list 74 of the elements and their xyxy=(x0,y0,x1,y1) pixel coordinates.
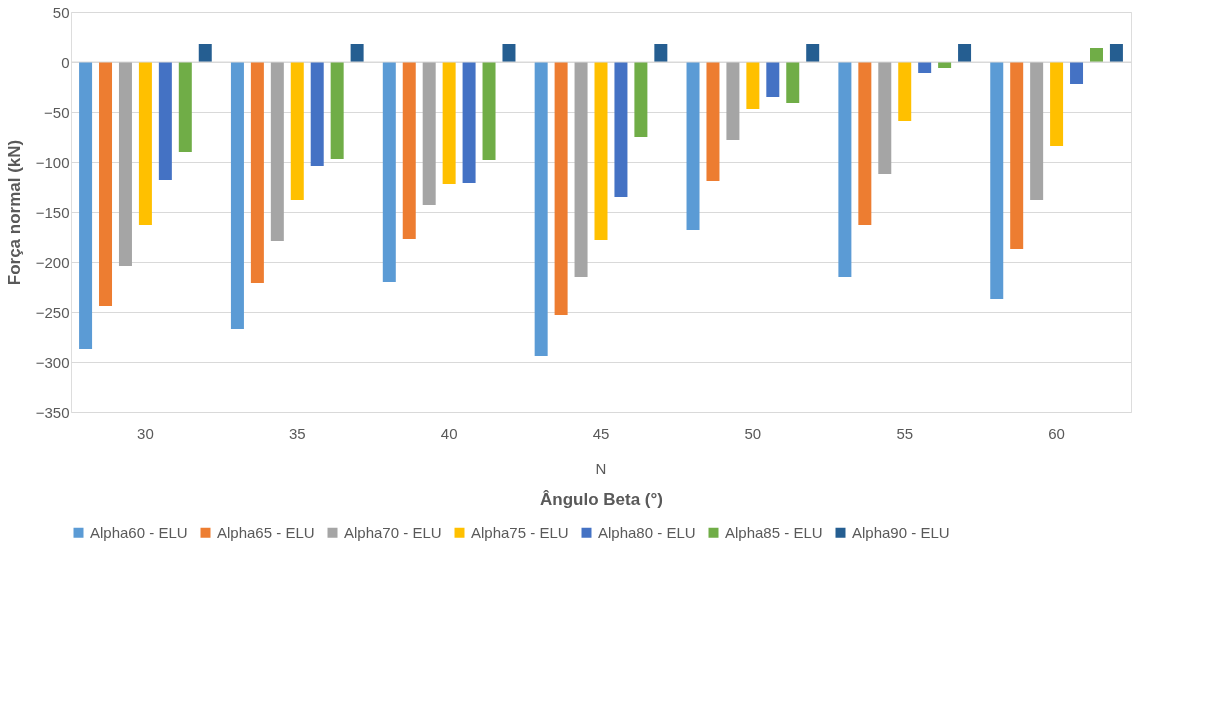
y-tick-label: −350 xyxy=(35,403,70,421)
bar xyxy=(158,62,172,180)
bar xyxy=(594,62,608,240)
x-tick-label: 60 xyxy=(1048,424,1065,442)
y-tick-label: −250 xyxy=(35,303,70,321)
x-tick-label: 50 xyxy=(744,424,762,442)
x-tick-label: 30 xyxy=(137,424,154,442)
bar xyxy=(230,62,244,329)
bar xyxy=(462,62,476,183)
bar xyxy=(422,62,436,205)
bar xyxy=(990,62,1004,299)
bar xyxy=(554,62,568,315)
bar xyxy=(382,62,396,282)
y-tick-label: −150 xyxy=(35,203,70,221)
bar xyxy=(806,44,820,62)
bar xyxy=(614,62,628,197)
x-axis-title: Ângulo Beta (°) xyxy=(540,489,663,509)
bar xyxy=(482,62,496,160)
x-tick-label: 45 xyxy=(592,424,610,442)
bar xyxy=(634,62,648,137)
bar xyxy=(99,62,113,306)
legend-label: Alpha80 - ELU xyxy=(598,523,696,541)
bar xyxy=(574,62,588,277)
bar xyxy=(330,62,344,159)
y-tick-label: −100 xyxy=(35,153,70,171)
bar xyxy=(118,62,132,266)
y-axis-title: Força normal (kN) xyxy=(4,139,24,286)
bar xyxy=(502,44,516,62)
y-tick-label: −200 xyxy=(35,253,70,271)
bar xyxy=(270,62,284,241)
bar xyxy=(858,62,872,225)
bar xyxy=(654,44,668,62)
x-tick-label: 40 xyxy=(440,424,458,442)
bar xyxy=(250,62,264,283)
bar xyxy=(726,62,740,140)
y-tick-label: −300 xyxy=(35,353,70,371)
legend-label: Alpha60 - ELU xyxy=(90,523,188,541)
bar xyxy=(402,62,416,239)
bar xyxy=(958,44,972,62)
text: N xyxy=(595,460,607,477)
bar xyxy=(686,62,700,230)
bar xyxy=(1050,62,1064,146)
bar xyxy=(1089,48,1103,62)
bar xyxy=(706,62,720,181)
x-tick-label: 55 xyxy=(896,424,914,442)
bar xyxy=(290,62,304,200)
bar xyxy=(178,62,192,152)
legend-label: Alpha85 - ELU xyxy=(725,523,823,541)
bar xyxy=(534,62,548,356)
legend-label: Alpha65 - ELU xyxy=(217,523,315,541)
bar xyxy=(79,62,93,349)
y-tick-label: −50 xyxy=(44,103,70,121)
y-tick-label: 0 xyxy=(61,53,70,71)
bar xyxy=(1109,44,1123,62)
bar xyxy=(442,62,456,184)
legend-label: Alpha75 - ELU xyxy=(471,523,569,541)
x-tick-label: 35 xyxy=(288,424,306,442)
bar xyxy=(746,62,760,109)
legend-label: Alpha90 - ELU xyxy=(852,523,950,541)
y-tick-label: 50 xyxy=(52,3,70,21)
bar xyxy=(766,62,780,97)
bar xyxy=(1070,62,1084,84)
bar xyxy=(1010,62,1024,249)
bar xyxy=(1030,62,1044,200)
bar xyxy=(786,62,800,103)
bar xyxy=(918,62,932,73)
bar xyxy=(138,62,152,225)
bar xyxy=(898,62,912,121)
bar xyxy=(838,62,852,277)
bar xyxy=(350,44,364,62)
legend-label: Alpha70 - ELU xyxy=(344,523,442,541)
bar xyxy=(878,62,892,174)
bar xyxy=(198,44,212,62)
bar xyxy=(310,62,324,166)
